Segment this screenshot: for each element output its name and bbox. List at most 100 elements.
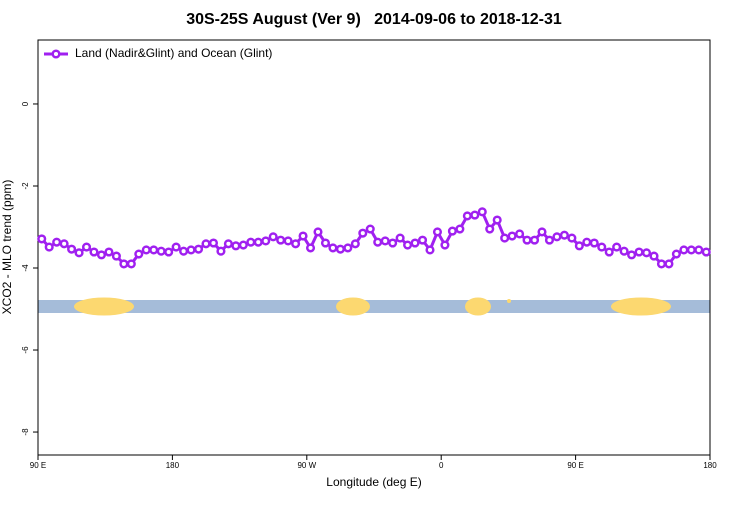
y-tick-label: -2 xyxy=(21,182,30,190)
data-point xyxy=(641,248,652,258)
data-point xyxy=(627,250,637,260)
data-point xyxy=(440,240,450,250)
data-point xyxy=(96,250,107,260)
data-point xyxy=(283,236,293,246)
data-point xyxy=(515,229,525,239)
data-point xyxy=(164,247,174,257)
data-point xyxy=(246,237,256,247)
x-axis-label: Longitude (deg E) xyxy=(326,475,421,489)
land-patch xyxy=(465,297,491,316)
data-point xyxy=(208,238,219,248)
data-point xyxy=(582,237,592,247)
data-point xyxy=(492,215,502,225)
data-point xyxy=(223,239,233,249)
data-point xyxy=(343,243,353,253)
data-point xyxy=(574,241,584,251)
data-point xyxy=(305,243,316,253)
y-tick-label: -6 xyxy=(21,346,30,354)
data-point xyxy=(388,238,398,248)
data-point xyxy=(679,245,689,255)
data-point xyxy=(507,231,517,241)
data-point xyxy=(686,245,696,255)
data-point xyxy=(134,249,144,259)
data-point xyxy=(485,224,495,234)
land-patch xyxy=(507,299,511,303)
x-tick-label: 90 E xyxy=(567,461,583,470)
data-point xyxy=(253,237,263,247)
data-point xyxy=(126,259,136,269)
data-point xyxy=(156,246,166,256)
data-point xyxy=(604,247,614,257)
data-point xyxy=(537,227,547,237)
data-point xyxy=(149,245,159,255)
legend-marker xyxy=(51,49,61,59)
data-point xyxy=(59,239,69,249)
land-patch xyxy=(611,297,671,316)
data-point xyxy=(477,207,487,217)
data-point xyxy=(447,226,457,236)
data-point xyxy=(238,240,248,250)
data-point xyxy=(634,247,644,257)
y-tick-label: 0 xyxy=(21,101,30,106)
land-ocean-strip xyxy=(38,297,710,316)
x-tick-label: 180 xyxy=(703,461,717,470)
data-point xyxy=(298,231,308,241)
data-point xyxy=(694,245,704,255)
data-point xyxy=(671,249,681,259)
data-point xyxy=(261,236,271,246)
ocean-strip xyxy=(38,300,710,313)
data-point xyxy=(81,242,92,252)
data-point xyxy=(179,246,189,256)
y-tick-label: -8 xyxy=(21,428,30,436)
x-tick-label: 180 xyxy=(166,461,180,470)
x-tick-label: 90 E xyxy=(30,461,46,470)
data-point xyxy=(335,244,345,254)
land-patch xyxy=(336,297,370,316)
data-point xyxy=(664,259,674,269)
data-point xyxy=(350,239,360,249)
data-point xyxy=(74,248,84,258)
data-point xyxy=(619,246,629,256)
data-point xyxy=(358,228,368,238)
chart-title: 30S-25S August (Ver 9) 2014-09-06 to 201… xyxy=(186,11,562,28)
data-point xyxy=(373,237,383,247)
land-patch xyxy=(74,297,134,316)
data-point xyxy=(612,242,622,252)
data-point xyxy=(276,235,286,245)
data-point xyxy=(186,245,196,255)
data-point xyxy=(589,238,599,248)
data-point xyxy=(328,243,338,253)
data-point xyxy=(365,224,375,234)
data-point xyxy=(141,245,151,255)
data-point xyxy=(67,244,77,254)
data-point xyxy=(291,239,301,249)
data-point xyxy=(544,235,555,245)
data-point xyxy=(701,247,711,257)
data-point xyxy=(432,227,443,237)
data-point xyxy=(104,247,114,257)
y-axis-label: XCO2 - MLO trend (ppm) xyxy=(0,180,14,315)
data-point xyxy=(193,244,204,254)
data-point xyxy=(522,235,532,245)
data-point xyxy=(268,232,278,242)
data-point xyxy=(559,230,569,240)
data-point xyxy=(44,242,54,252)
data-point xyxy=(500,233,510,243)
data-point xyxy=(552,232,562,242)
data-point xyxy=(171,242,181,252)
plot-frame xyxy=(37,39,711,456)
data-point xyxy=(216,246,226,256)
data-point xyxy=(656,259,667,269)
data-point xyxy=(320,238,331,248)
data-point xyxy=(455,224,465,234)
data-point xyxy=(89,247,99,257)
legend-label: Land (Nadir&Glint) and Ocean (Glint) xyxy=(75,46,272,60)
data-point xyxy=(380,236,390,246)
data-point xyxy=(111,251,121,261)
data-point xyxy=(567,233,577,243)
data-point xyxy=(395,233,405,243)
y-tick-label: -4 xyxy=(21,264,30,272)
data-point xyxy=(201,239,211,249)
data-point xyxy=(470,210,480,220)
